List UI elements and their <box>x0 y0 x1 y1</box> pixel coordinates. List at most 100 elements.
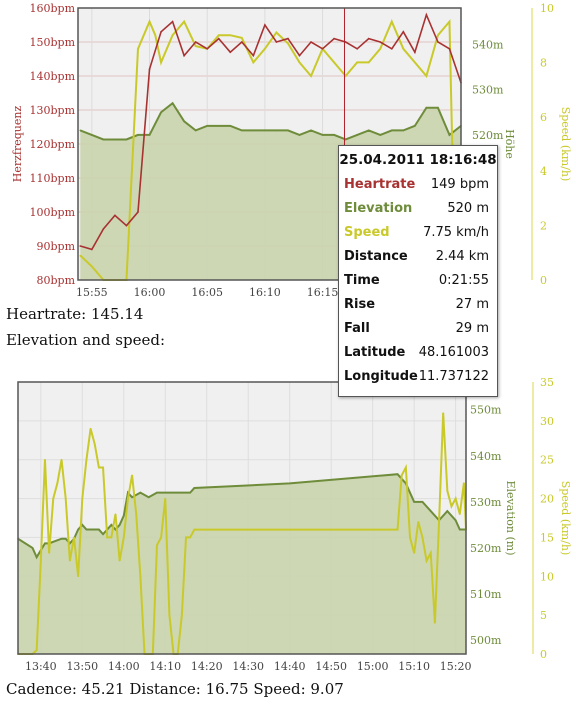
y-tick-speed: 10 <box>540 2 554 15</box>
y-tick-speed: 0 <box>540 648 547 661</box>
y-axis-title-elevation: Höhe <box>503 129 516 159</box>
speed-point <box>275 31 278 34</box>
elevation-point <box>275 129 278 132</box>
heartrate-point <box>217 37 220 40</box>
elevation-point <box>437 106 439 109</box>
speed-point <box>437 34 439 36</box>
speed-point <box>400 474 403 477</box>
speed-point <box>48 552 50 554</box>
y-tick-heartrate: 120bpm <box>29 138 75 151</box>
y-tick-elevation: 520m <box>470 542 502 555</box>
speed-point <box>106 536 108 539</box>
speed-point <box>118 559 121 562</box>
speed-point <box>171 34 174 36</box>
heartrate-caption: Heartrate: 145.14 <box>6 305 144 323</box>
y-tick-heartrate: 150bpm <box>29 36 75 49</box>
x-tick: 15:10 <box>398 660 430 673</box>
speed-point <box>189 536 191 539</box>
tooltip-row-rise: Rise 27 m <box>344 297 489 317</box>
heartrate-point <box>206 48 209 50</box>
speed-point <box>131 474 133 477</box>
y-tick-speed: 35 <box>540 376 554 389</box>
speed-point <box>164 497 167 500</box>
heartrate-point <box>402 31 405 33</box>
heartrate-point <box>102 228 105 230</box>
x-tick: 16:10 <box>249 286 281 299</box>
speed-point <box>438 521 440 523</box>
speed-point <box>154 34 157 36</box>
plot-frame <box>17 381 467 655</box>
speed-point <box>102 466 104 469</box>
speed-point <box>463 482 465 484</box>
heartrate-point <box>275 41 278 43</box>
elevation-point <box>98 528 100 531</box>
heartrate-point <box>160 31 162 33</box>
data-tooltip: 25.04.2011 18:16:48 Heartrate 149 bpm Elev… <box>338 145 498 397</box>
speed-point <box>139 575 142 578</box>
elevation-point <box>131 496 133 499</box>
elevation-point <box>414 125 416 127</box>
elevation-point <box>194 129 197 132</box>
elevation-point <box>31 547 34 549</box>
tooltip-value: 7.75 km/h <box>423 225 489 240</box>
speed-point <box>81 497 84 500</box>
elevation-area <box>18 474 466 654</box>
elevation-speed-chart[interactable]: 500m 510m 520m 530m 540m 550m 0 5 10 15 20 25 30 35 13… <box>0 376 576 680</box>
heartrate-point <box>183 54 185 57</box>
x-tick: 16:15 <box>307 286 339 299</box>
y-tick-elevation: 530m <box>472 84 504 97</box>
speed-point <box>446 490 449 492</box>
speed-point <box>160 61 162 64</box>
heartrate-point <box>356 48 358 50</box>
x-tick: 13:40 <box>25 660 57 673</box>
speed-point <box>402 48 405 50</box>
x-tick: 16:05 <box>191 286 223 299</box>
speed-point <box>122 536 125 539</box>
y-tick-elevation: 540m <box>472 38 504 51</box>
elevation-point <box>89 528 92 531</box>
heartrate-point <box>287 37 289 40</box>
y-axis-title-speed: Speed (km/h) <box>559 107 572 182</box>
tooltip-row-elevation: Elevation 520 m <box>344 201 489 221</box>
y-tick-elevation: 520m <box>472 129 504 142</box>
elevation-point <box>454 519 457 522</box>
y-tick-speed: 20 <box>540 493 554 506</box>
elevation-point <box>321 134 324 136</box>
elevation-point <box>91 134 93 136</box>
heartrate-point <box>79 245 82 247</box>
y-tick-speed: 30 <box>540 415 554 428</box>
heartrate-point <box>379 41 382 43</box>
elevation-point <box>164 491 167 494</box>
speed-point <box>421 536 424 539</box>
elevation-point <box>448 134 451 136</box>
elevation-point <box>298 134 301 136</box>
elevation-point <box>139 491 142 494</box>
elevation-speed-heading: Elevation and speed: <box>6 331 166 349</box>
heartrate-point <box>437 41 439 43</box>
speed-point <box>454 497 457 500</box>
speed-point <box>156 544 158 546</box>
speed-point <box>56 482 59 484</box>
speed-point <box>379 48 382 50</box>
heartrate-point <box>448 48 451 50</box>
elevation-point <box>160 111 162 114</box>
tooltip-value: 48.161003 <box>418 345 489 360</box>
x-tick: 14:50 <box>315 660 347 673</box>
x-tick: 16:00 <box>134 286 166 299</box>
y-tick-elevation: 540m <box>470 450 502 463</box>
heartrate-point <box>194 41 197 43</box>
speed-point <box>85 458 88 461</box>
speed-point <box>35 649 38 651</box>
speed-point <box>442 412 444 414</box>
elevation-point <box>446 510 449 512</box>
speed-point <box>77 575 79 578</box>
heartrate-point <box>333 37 335 40</box>
elevation-point <box>35 556 38 558</box>
speed-point <box>98 466 100 469</box>
speed-point <box>193 528 196 531</box>
tooltip-label: Elevation <box>344 201 413 216</box>
y-tick-speed: 6 <box>540 111 547 124</box>
tooltip-label: Distance <box>344 249 408 264</box>
tooltip-row-speed: Speed 7.75 km/h <box>344 225 489 245</box>
heartrate-point <box>414 51 416 53</box>
